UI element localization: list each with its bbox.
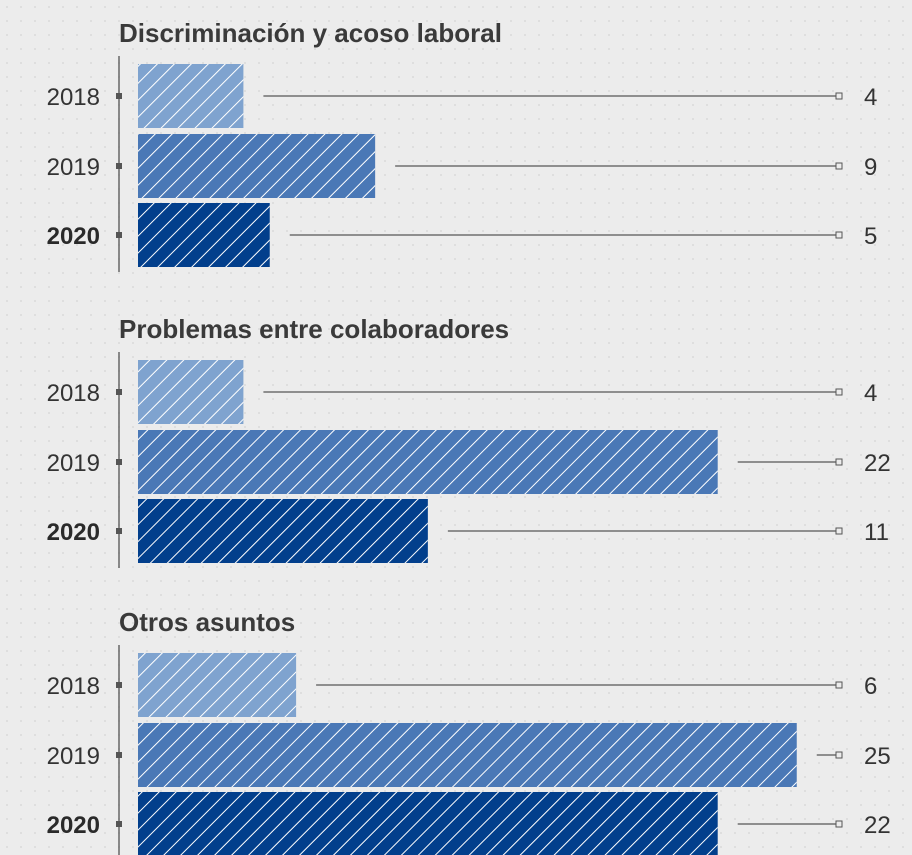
leader-end-marker [835, 820, 843, 828]
leader-end-marker [835, 527, 843, 535]
tick-label-2020: 2020 [47, 519, 100, 546]
data-label-2019: 25 [864, 743, 891, 770]
y-tick [116, 459, 122, 465]
chart-title: Problemas entre colaboradores [119, 314, 509, 344]
chart-title: Discriminación y acoso laboral [119, 18, 502, 48]
y-tick [116, 528, 122, 534]
leader-end-marker [835, 458, 843, 466]
y-tick [116, 389, 122, 395]
bar-hatch-2018 [138, 64, 244, 128]
bar-hatch-2019 [138, 430, 718, 494]
bar-hatch-2018 [138, 360, 244, 424]
bar-hatch-2020 [138, 792, 718, 855]
bar-hatch-2019 [138, 134, 376, 198]
bar-hatch-2020 [138, 203, 270, 267]
y-tick [116, 163, 122, 169]
y-tick [116, 93, 122, 99]
chart-title: Otros asuntos [119, 607, 295, 637]
tick-label-2019: 2019 [47, 154, 100, 181]
bar-hatch-2020 [138, 499, 428, 563]
data-label-2020: 11 [864, 519, 889, 546]
data-label-2019: 9 [864, 154, 877, 181]
leader-end-marker [835, 162, 843, 170]
bar-hatch-2019 [138, 723, 797, 787]
tick-label-2019: 2019 [47, 450, 100, 477]
data-label-2020: 22 [864, 812, 891, 839]
y-tick [116, 821, 122, 827]
bar-hatch-2018 [138, 653, 297, 717]
y-tick [116, 752, 122, 758]
tick-label-2018: 2018 [47, 673, 100, 700]
leader-end-marker [835, 92, 843, 100]
data-label-2019: 22 [864, 450, 891, 477]
tick-label-2020: 2020 [47, 223, 100, 250]
data-label-2018: 4 [864, 84, 877, 111]
data-label-2018: 4 [864, 380, 877, 407]
tick-label-2018: 2018 [47, 84, 100, 111]
y-tick [116, 682, 122, 688]
leader-end-marker [835, 681, 843, 689]
data-label-2020: 5 [864, 223, 877, 250]
y-tick [116, 232, 122, 238]
tick-label-2020: 2020 [47, 812, 100, 839]
leader-end-marker [835, 388, 843, 396]
tick-label-2018: 2018 [47, 380, 100, 407]
leader-end-marker [835, 231, 843, 239]
tick-label-2019: 2019 [47, 743, 100, 770]
data-label-2018: 6 [864, 673, 877, 700]
leader-end-marker [835, 751, 843, 759]
